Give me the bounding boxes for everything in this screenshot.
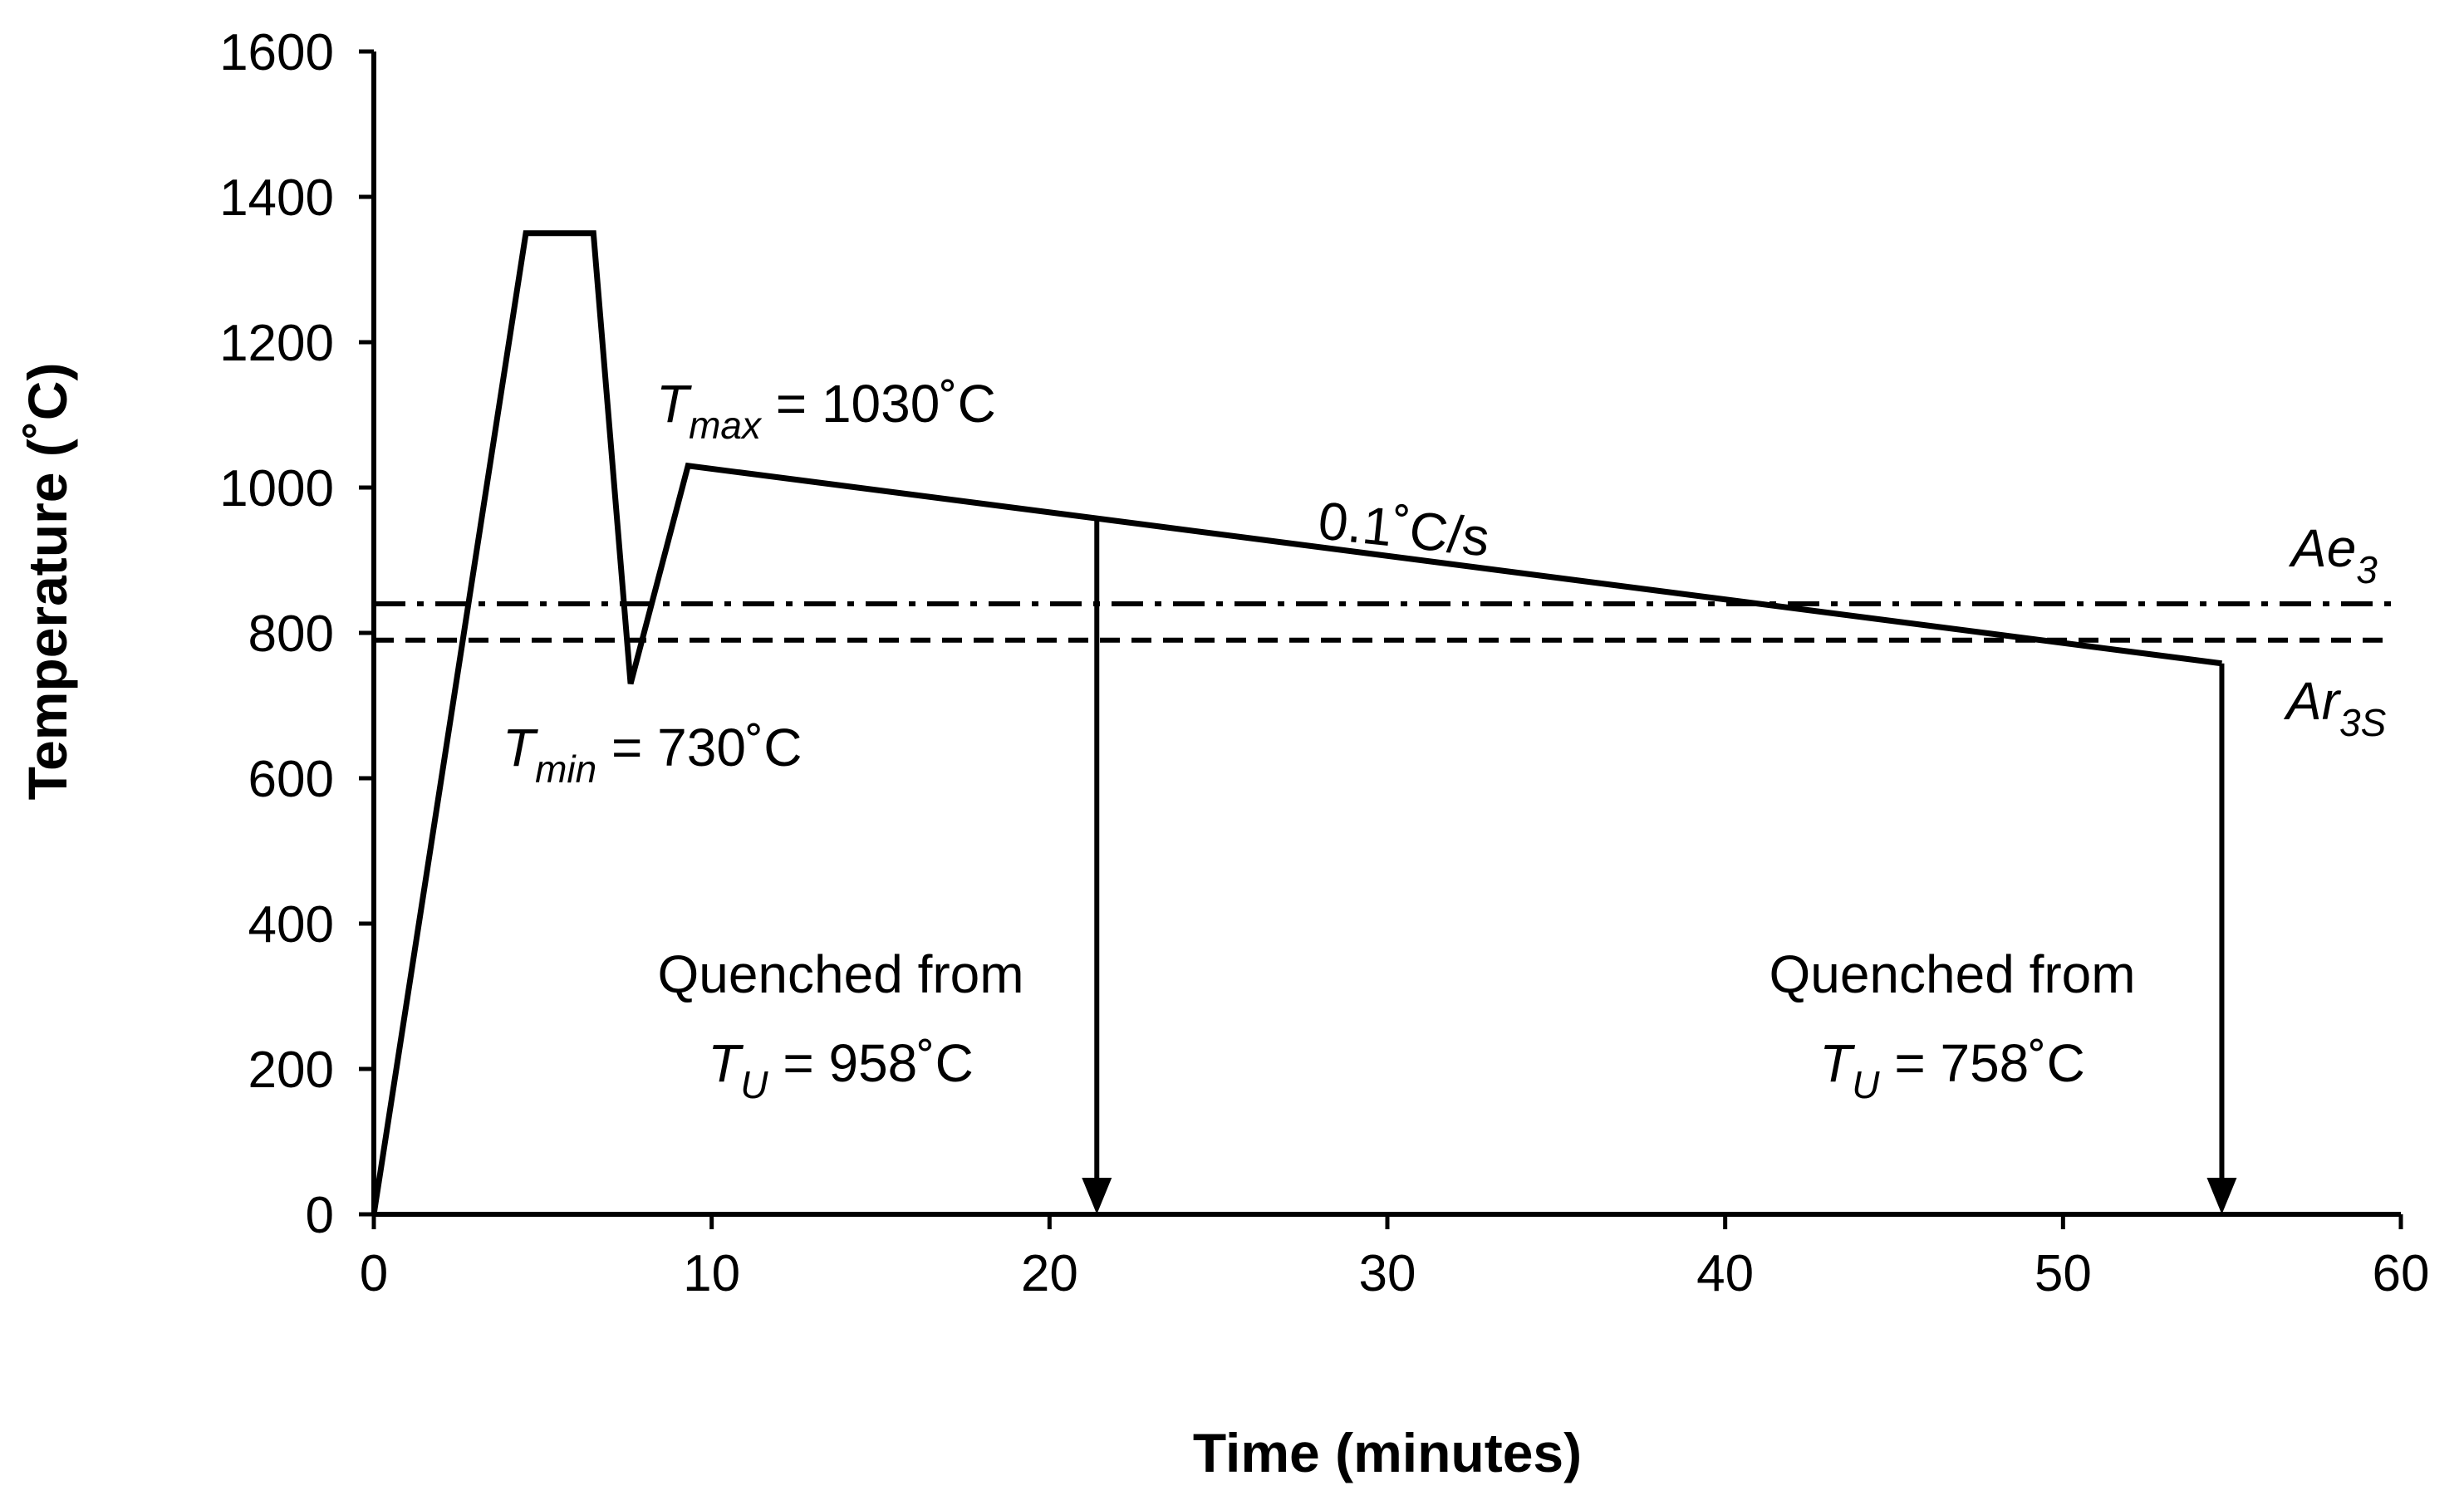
tmin-value: = 730˚C <box>596 718 802 777</box>
series-group <box>371 230 2222 1215</box>
x-ticks: 0 10 20 30 40 50 60 <box>360 1214 2430 1302</box>
quench2-line1: Quenched from <box>1769 944 2135 1004</box>
x-tick-label: 30 <box>1359 1245 1416 1302</box>
tmax-symbol: T <box>656 374 692 434</box>
quench2-symbol: T <box>1819 1033 1855 1093</box>
tmin-subscript: min <box>535 748 596 791</box>
quench-arrow-head-1 <box>1082 1178 1112 1214</box>
x-tick-label: 10 <box>683 1245 740 1302</box>
quench-arrow-head-2 <box>2206 1178 2237 1214</box>
ae3-main: Ae <box>2288 518 2356 578</box>
y-tick-label: 1200 <box>219 315 334 372</box>
quench2-line2: TU = 758˚C <box>1819 1033 2085 1106</box>
tmax-annotation: Tmax = 1030˚C <box>656 374 996 447</box>
y-tick-label: 400 <box>248 896 334 953</box>
x-tick-label: 0 <box>360 1245 388 1302</box>
tmin-annotation: Tmin = 730˚C <box>503 718 802 791</box>
quench1-subscript: U <box>740 1063 768 1106</box>
x-axis-title: Time (minutes) <box>1193 1422 1582 1483</box>
ar3s-label: Ar3S <box>2283 671 2387 744</box>
y-ticks: 0 200 400 600 800 1000 1200 1400 1600 <box>219 24 374 1244</box>
tmax-value: = 1030˚C <box>761 374 996 434</box>
reference-lines <box>374 601 2391 643</box>
tmin-symbol: T <box>503 718 538 777</box>
quench1-symbol: T <box>708 1033 744 1093</box>
quench2-subscript: U <box>1852 1063 1880 1106</box>
quench-arrows <box>1082 517 2237 1214</box>
y-axis-title: Temperature (˚C) <box>17 363 78 801</box>
series-line-thermal-profile <box>371 230 2222 1215</box>
y-tick-label: 800 <box>248 605 334 663</box>
y-tick-label: 1400 <box>219 169 334 227</box>
x-tick-label: 50 <box>2035 1245 2092 1302</box>
rate-annotation: 0.1˚C/s <box>1316 490 1493 567</box>
y-tick-label: 200 <box>248 1042 334 1099</box>
y-tick-label: 1600 <box>219 24 334 81</box>
ae3-subscript: 3 <box>2356 548 2378 591</box>
quench2-value: = 758˚C <box>1880 1033 2085 1093</box>
x-tick-label: 20 <box>1021 1245 1078 1302</box>
x-tick-label: 60 <box>2373 1245 2430 1302</box>
y-tick-label: 600 <box>248 751 334 808</box>
tmax-subscript: max <box>689 404 763 447</box>
y-tick-label: 1000 <box>219 460 334 517</box>
quench1-line2: TU = 958˚C <box>708 1033 974 1106</box>
ar3s-subscript: 3S <box>2339 701 2387 744</box>
quench1-value: = 958˚C <box>768 1033 974 1093</box>
quench1-line1: Quenched from <box>657 944 1023 1004</box>
y-tick-label: 0 <box>306 1187 334 1244</box>
ar3s-main: Ar <box>2283 671 2342 731</box>
ae3-label: Ae3 <box>2288 518 2378 591</box>
x-tick-label: 40 <box>1696 1245 1754 1302</box>
